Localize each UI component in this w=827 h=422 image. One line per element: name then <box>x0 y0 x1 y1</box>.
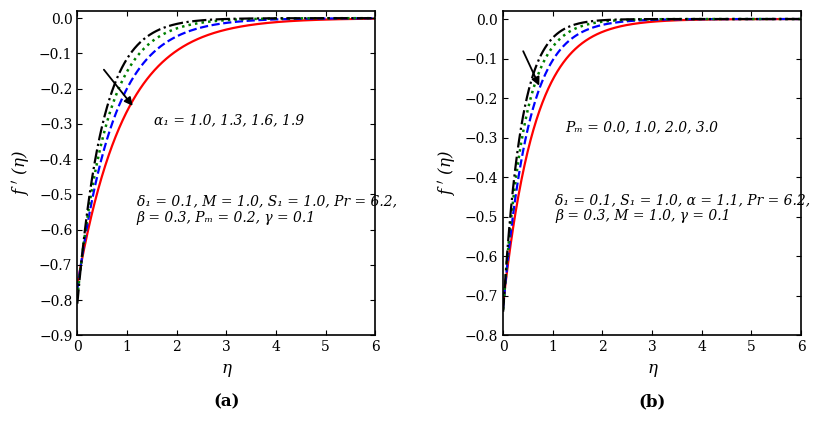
Text: δ₁ = 0.1, M = 1.0, S₁ = 1.0, Pr = 6.2,
β = 0.3, Pₘ = 0.2, γ = 0.1: δ₁ = 0.1, M = 1.0, S₁ = 1.0, Pr = 6.2, β… <box>137 195 397 225</box>
Y-axis label: f $'$ ($\eta$): f $'$ ($\eta$) <box>11 150 33 196</box>
Text: Pₘ = 0.0, 1.0, 2.0, 3.0: Pₘ = 0.0, 1.0, 2.0, 3.0 <box>565 120 718 134</box>
Text: (b): (b) <box>638 394 666 411</box>
X-axis label: η: η <box>648 360 657 377</box>
Text: α₁ = 1.0, 1.3, 1.6, 1.9: α₁ = 1.0, 1.3, 1.6, 1.9 <box>155 114 304 127</box>
Text: (a): (a) <box>213 394 240 411</box>
Text: δ₁ = 0.1, S₁ = 1.0, α = 1.1, Pr = 6.2,
β = 0.3, M = 1.0, γ = 0.1: δ₁ = 0.1, S₁ = 1.0, α = 1.1, Pr = 6.2, β… <box>555 193 810 223</box>
Y-axis label: f $'$ ($\eta$): f $'$ ($\eta$) <box>437 150 459 196</box>
X-axis label: η: η <box>222 360 232 377</box>
